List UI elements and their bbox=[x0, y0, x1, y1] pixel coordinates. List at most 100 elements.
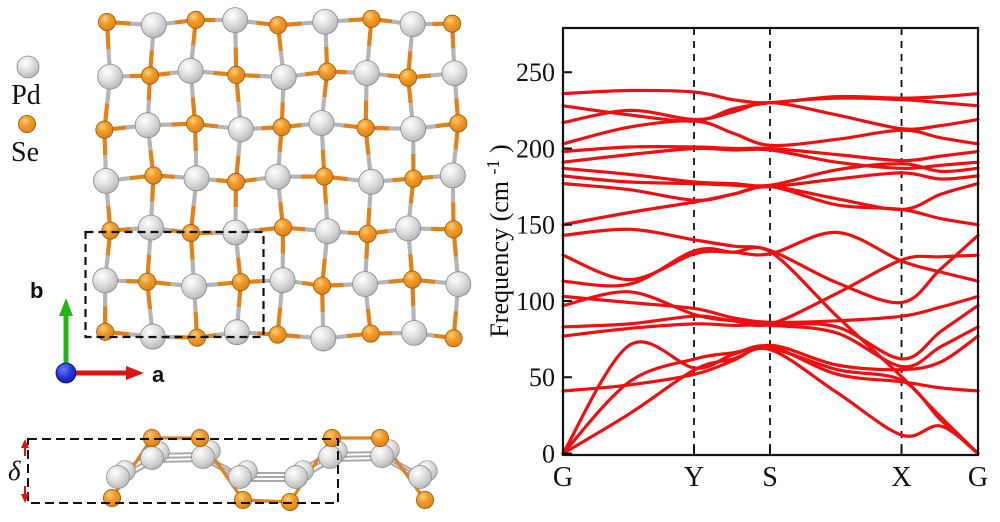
pd-atom bbox=[399, 11, 426, 38]
se-atom-icon bbox=[17, 115, 37, 134]
phonon-band bbox=[561, 334, 980, 393]
phonon-band bbox=[561, 227, 980, 305]
y-axis-title: Frequency (cm -1 ) bbox=[476, 144, 514, 337]
lattice-top-view bbox=[92, 7, 472, 352]
x-point-label: G bbox=[553, 462, 573, 493]
se-atom bbox=[233, 490, 252, 509]
se-atom bbox=[318, 62, 337, 81]
pd-atom bbox=[312, 8, 339, 35]
pd-atom bbox=[270, 64, 297, 91]
pd-atom bbox=[284, 465, 308, 489]
se-atom bbox=[140, 66, 159, 85]
se-atom bbox=[313, 276, 332, 295]
pd-atom bbox=[228, 465, 252, 489]
phonon-band bbox=[561, 294, 980, 325]
x-point-label: X bbox=[891, 462, 911, 493]
pd-atom bbox=[441, 60, 468, 87]
pd-atom bbox=[353, 60, 380, 86]
se-atom bbox=[444, 220, 463, 239]
pd-atom bbox=[445, 271, 472, 298]
pd-atom bbox=[314, 218, 341, 245]
se-atom bbox=[274, 218, 293, 237]
se-atom bbox=[362, 9, 381, 28]
c-axis-dot-icon bbox=[55, 362, 77, 384]
se-atom bbox=[272, 118, 291, 137]
se-atom bbox=[144, 166, 163, 185]
chart-content: 0 50 100 150 200 250 G Y S X G bbox=[516, 26, 988, 493]
se-atom bbox=[268, 16, 287, 35]
delta-arrowhead-bottom-icon bbox=[21, 494, 29, 503]
se-atom bbox=[227, 65, 246, 84]
crystal-structure-panel: Pd Se b a δ bbox=[8, 7, 472, 511]
unit-cell-rect bbox=[84, 230, 265, 339]
unit-cell-outline bbox=[84, 230, 265, 339]
se-atom bbox=[444, 329, 463, 348]
pd-atom bbox=[352, 271, 378, 297]
pd-atom bbox=[269, 267, 296, 294]
pd-atom bbox=[134, 112, 161, 139]
legend-pd-label: Pd bbox=[11, 80, 41, 111]
y-tick-label: 50 bbox=[529, 363, 555, 392]
pd-atom bbox=[140, 12, 167, 39]
phonon-band bbox=[561, 88, 980, 105]
pd-atom bbox=[401, 319, 428, 346]
pd-atom bbox=[264, 163, 291, 190]
delta-extent-box bbox=[27, 438, 339, 504]
pd-atom-icon bbox=[16, 55, 40, 79]
se-atom bbox=[415, 490, 434, 509]
pd-atom bbox=[222, 7, 249, 34]
b-axis-arrowhead-icon bbox=[59, 298, 73, 316]
pd-atom bbox=[310, 325, 337, 352]
pd-atom bbox=[400, 115, 427, 142]
pd-atom bbox=[93, 167, 119, 194]
se-atom bbox=[443, 14, 462, 33]
pd-atom bbox=[358, 168, 385, 195]
se-atom bbox=[449, 114, 468, 133]
phonon-band bbox=[561, 162, 980, 188]
delta-label: δ bbox=[8, 456, 21, 486]
phonon-band bbox=[561, 144, 980, 163]
se-atom bbox=[356, 118, 375, 137]
se-atom bbox=[403, 270, 422, 289]
se-atom bbox=[315, 167, 334, 186]
se-atom bbox=[138, 272, 157, 291]
pd-atom bbox=[395, 215, 422, 242]
se-atom bbox=[268, 325, 287, 344]
lattice-side-view bbox=[21, 428, 438, 511]
pd-atom bbox=[106, 465, 130, 489]
b-axis-label: b bbox=[30, 278, 43, 303]
se-atom bbox=[231, 273, 250, 292]
y-axis-title-superscript: -1 bbox=[483, 160, 503, 175]
y-axis-title-main: Frequency (cm bbox=[485, 181, 514, 338]
y-tick-label: 200 bbox=[516, 134, 555, 163]
se-atom bbox=[226, 172, 245, 191]
se-atom bbox=[358, 224, 377, 243]
x-point-label: G bbox=[968, 462, 988, 493]
y-tick-label: 0 bbox=[542, 440, 555, 469]
se-atom bbox=[101, 221, 120, 240]
axes-widget: b a bbox=[30, 278, 165, 387]
legend-se-label: Se bbox=[11, 137, 39, 168]
se-atom bbox=[399, 68, 418, 87]
y-tick-label: 250 bbox=[516, 58, 555, 87]
pd-atom bbox=[97, 63, 123, 90]
se-atom bbox=[361, 324, 380, 343]
a-axis-label: a bbox=[152, 362, 165, 387]
pd-atom bbox=[177, 57, 204, 84]
phonon-band bbox=[561, 119, 980, 148]
se-atom bbox=[370, 428, 389, 447]
se-atom bbox=[186, 114, 205, 133]
se-atom bbox=[98, 12, 117, 32]
pd-atom bbox=[439, 162, 466, 189]
se-atom bbox=[186, 10, 205, 29]
x-point-label: Y bbox=[684, 462, 704, 493]
legend: Pd Se bbox=[11, 55, 41, 168]
pd-atom bbox=[308, 110, 335, 136]
pd-atom bbox=[138, 214, 164, 241]
pd-atom bbox=[181, 273, 208, 300]
y-tick-label: 100 bbox=[516, 287, 555, 316]
se-atom bbox=[95, 120, 114, 139]
a-axis-arrowhead-icon bbox=[126, 366, 144, 380]
